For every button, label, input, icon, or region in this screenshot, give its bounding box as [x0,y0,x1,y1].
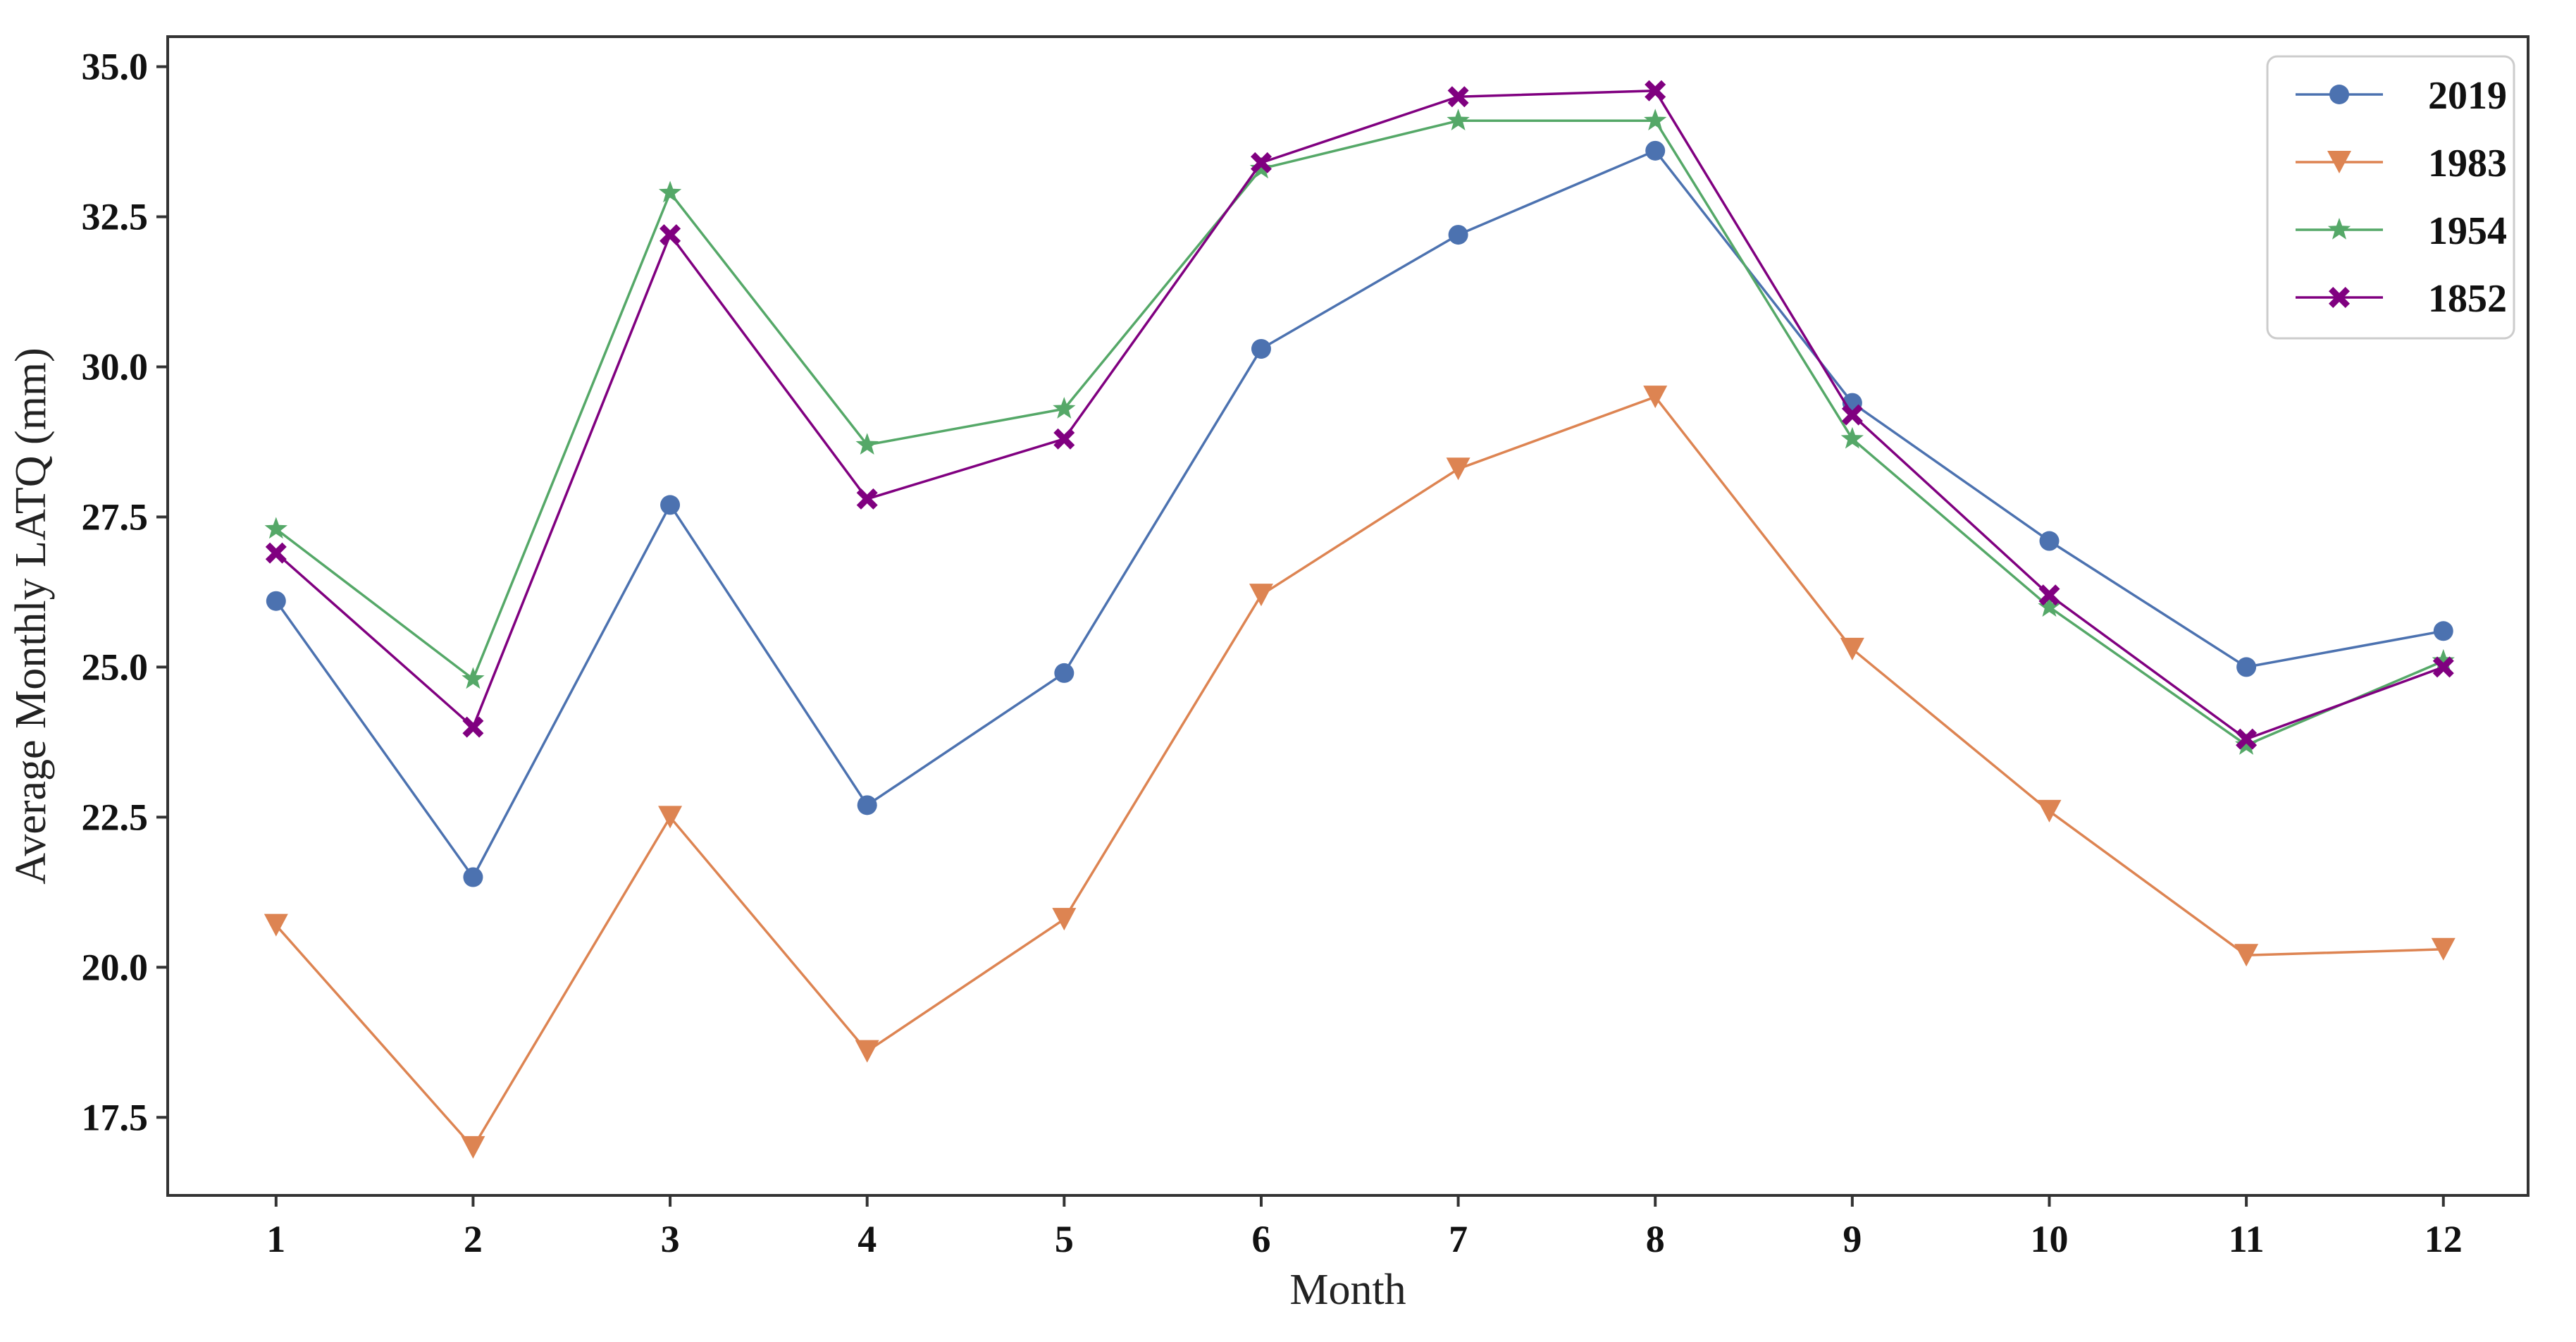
legend-label-1983: 1983 [2428,142,2507,185]
y-axis: 17.5 20.0 22.5 25.0 27.5 30.0 32.5 35.0 [82,46,168,1138]
data-point-1954 [2432,648,2455,671]
data-point-1983 [658,806,683,829]
series-2019 [266,140,2453,887]
x-tick-label: 11 [2229,1218,2265,1260]
data-point-2019 [857,795,877,815]
y-tick-label: 32.5 [82,196,149,238]
x-tick-label: 10 [2030,1218,2068,1260]
legend-marker-2019 [2329,85,2349,104]
data-point-1852 [462,716,484,738]
data-point-1852 [856,488,878,510]
y-tick-label: 27.5 [82,495,149,538]
data-point-1852 [1053,428,1075,450]
series-layer [264,80,2456,1159]
x-tick-label: 6 [1251,1218,1270,1260]
data-point-1983 [1052,908,1077,931]
x-tick-label: 4 [857,1218,877,1260]
data-point-1852 [2432,656,2454,678]
legend-label-1954: 1954 [2428,209,2507,253]
data-point-1954 [1644,109,1667,130]
x-tick-label: 8 [1646,1218,1665,1260]
legend-box [2266,55,2515,340]
data-point-1954 [1249,156,1273,179]
data-point-1852 [1841,404,1863,426]
legend-label-2019: 2019 [2428,74,2507,118]
series-line-1852 [275,89,2444,741]
data-point-1983 [1446,457,1470,481]
data-point-2019 [1448,225,1468,245]
data-point-1954 [1840,426,1864,449]
data-point-1983 [2037,799,2062,823]
data-point-1852 [1251,152,1272,173]
y-tick-label: 20.0 [82,946,149,988]
data-point-1983 [2234,944,2259,967]
legend-marker-1954 [2327,218,2351,240]
data-point-1954 [1447,109,1470,130]
x-tick-label: 5 [1055,1218,1074,1260]
data-point-1954 [264,517,287,539]
series-line-1983 [275,395,2444,1149]
data-point-1852 [2236,728,2258,750]
x-tick-label: 7 [1449,1218,1468,1260]
data-point-1983 [2431,937,2456,961]
legend-label-1852: 1852 [2428,277,2507,321]
y-tick-label: 22.5 [82,796,149,838]
x-tick-label: 12 [2425,1218,2463,1260]
data-point-2019 [463,867,483,887]
data-point-1954 [1053,397,1076,419]
legend-marker-1852 [2329,287,2350,308]
legend: 2019 1983 1954 1852 [2266,55,2515,340]
data-point-2019 [1645,140,1666,161]
x-tick-label: 9 [1843,1218,1862,1260]
data-point-1983 [1840,637,1864,660]
data-point-1852 [265,542,287,564]
y-tick-label: 30.0 [82,345,149,388]
y-tick-label: 25.0 [82,646,149,688]
y-tick-label: 17.5 [82,1096,149,1138]
series-line-2019 [275,149,2444,879]
data-point-1954 [2235,733,2258,755]
data-point-1983 [264,913,288,937]
series-1983 [264,386,2456,1159]
x-tick-label: 1 [266,1218,285,1260]
data-point-1852 [2038,584,2060,606]
data-point-2019 [1054,663,1075,683]
data-point-2019 [2039,531,2060,551]
series-1852 [265,80,2454,750]
y-axis-title: Average Monthly LATQ (mm) [7,347,55,885]
data-point-1983 [461,1135,485,1159]
x-axis: 1 2 3 4 5 6 7 8 9 10 11 12 [266,1195,2463,1260]
series-line-1954 [275,119,2444,746]
data-point-2019 [2236,657,2257,677]
data-point-1983 [1643,386,1668,409]
y-tick-label: 35.0 [82,46,149,88]
x-tick-label: 3 [661,1218,680,1260]
series-1954 [264,109,2455,755]
data-point-1852 [1645,80,1666,101]
data-point-2019 [660,495,681,515]
data-point-2019 [2433,621,2453,641]
data-point-1983 [1249,584,1273,607]
data-point-1954 [462,667,485,689]
x-axis-title: Month [1289,1266,1406,1314]
legend-marker-1983 [2327,151,2351,173]
data-point-2019 [1251,338,1271,359]
data-point-1852 [1447,86,1469,108]
x-tick-label: 2 [464,1218,483,1260]
data-point-1954 [855,433,879,455]
data-point-2019 [266,591,286,611]
data-point-1954 [2038,595,2061,617]
data-point-1983 [855,1040,879,1063]
data-point-1954 [658,180,682,203]
plot-area-frame [166,35,2529,1197]
data-point-1852 [660,224,681,246]
